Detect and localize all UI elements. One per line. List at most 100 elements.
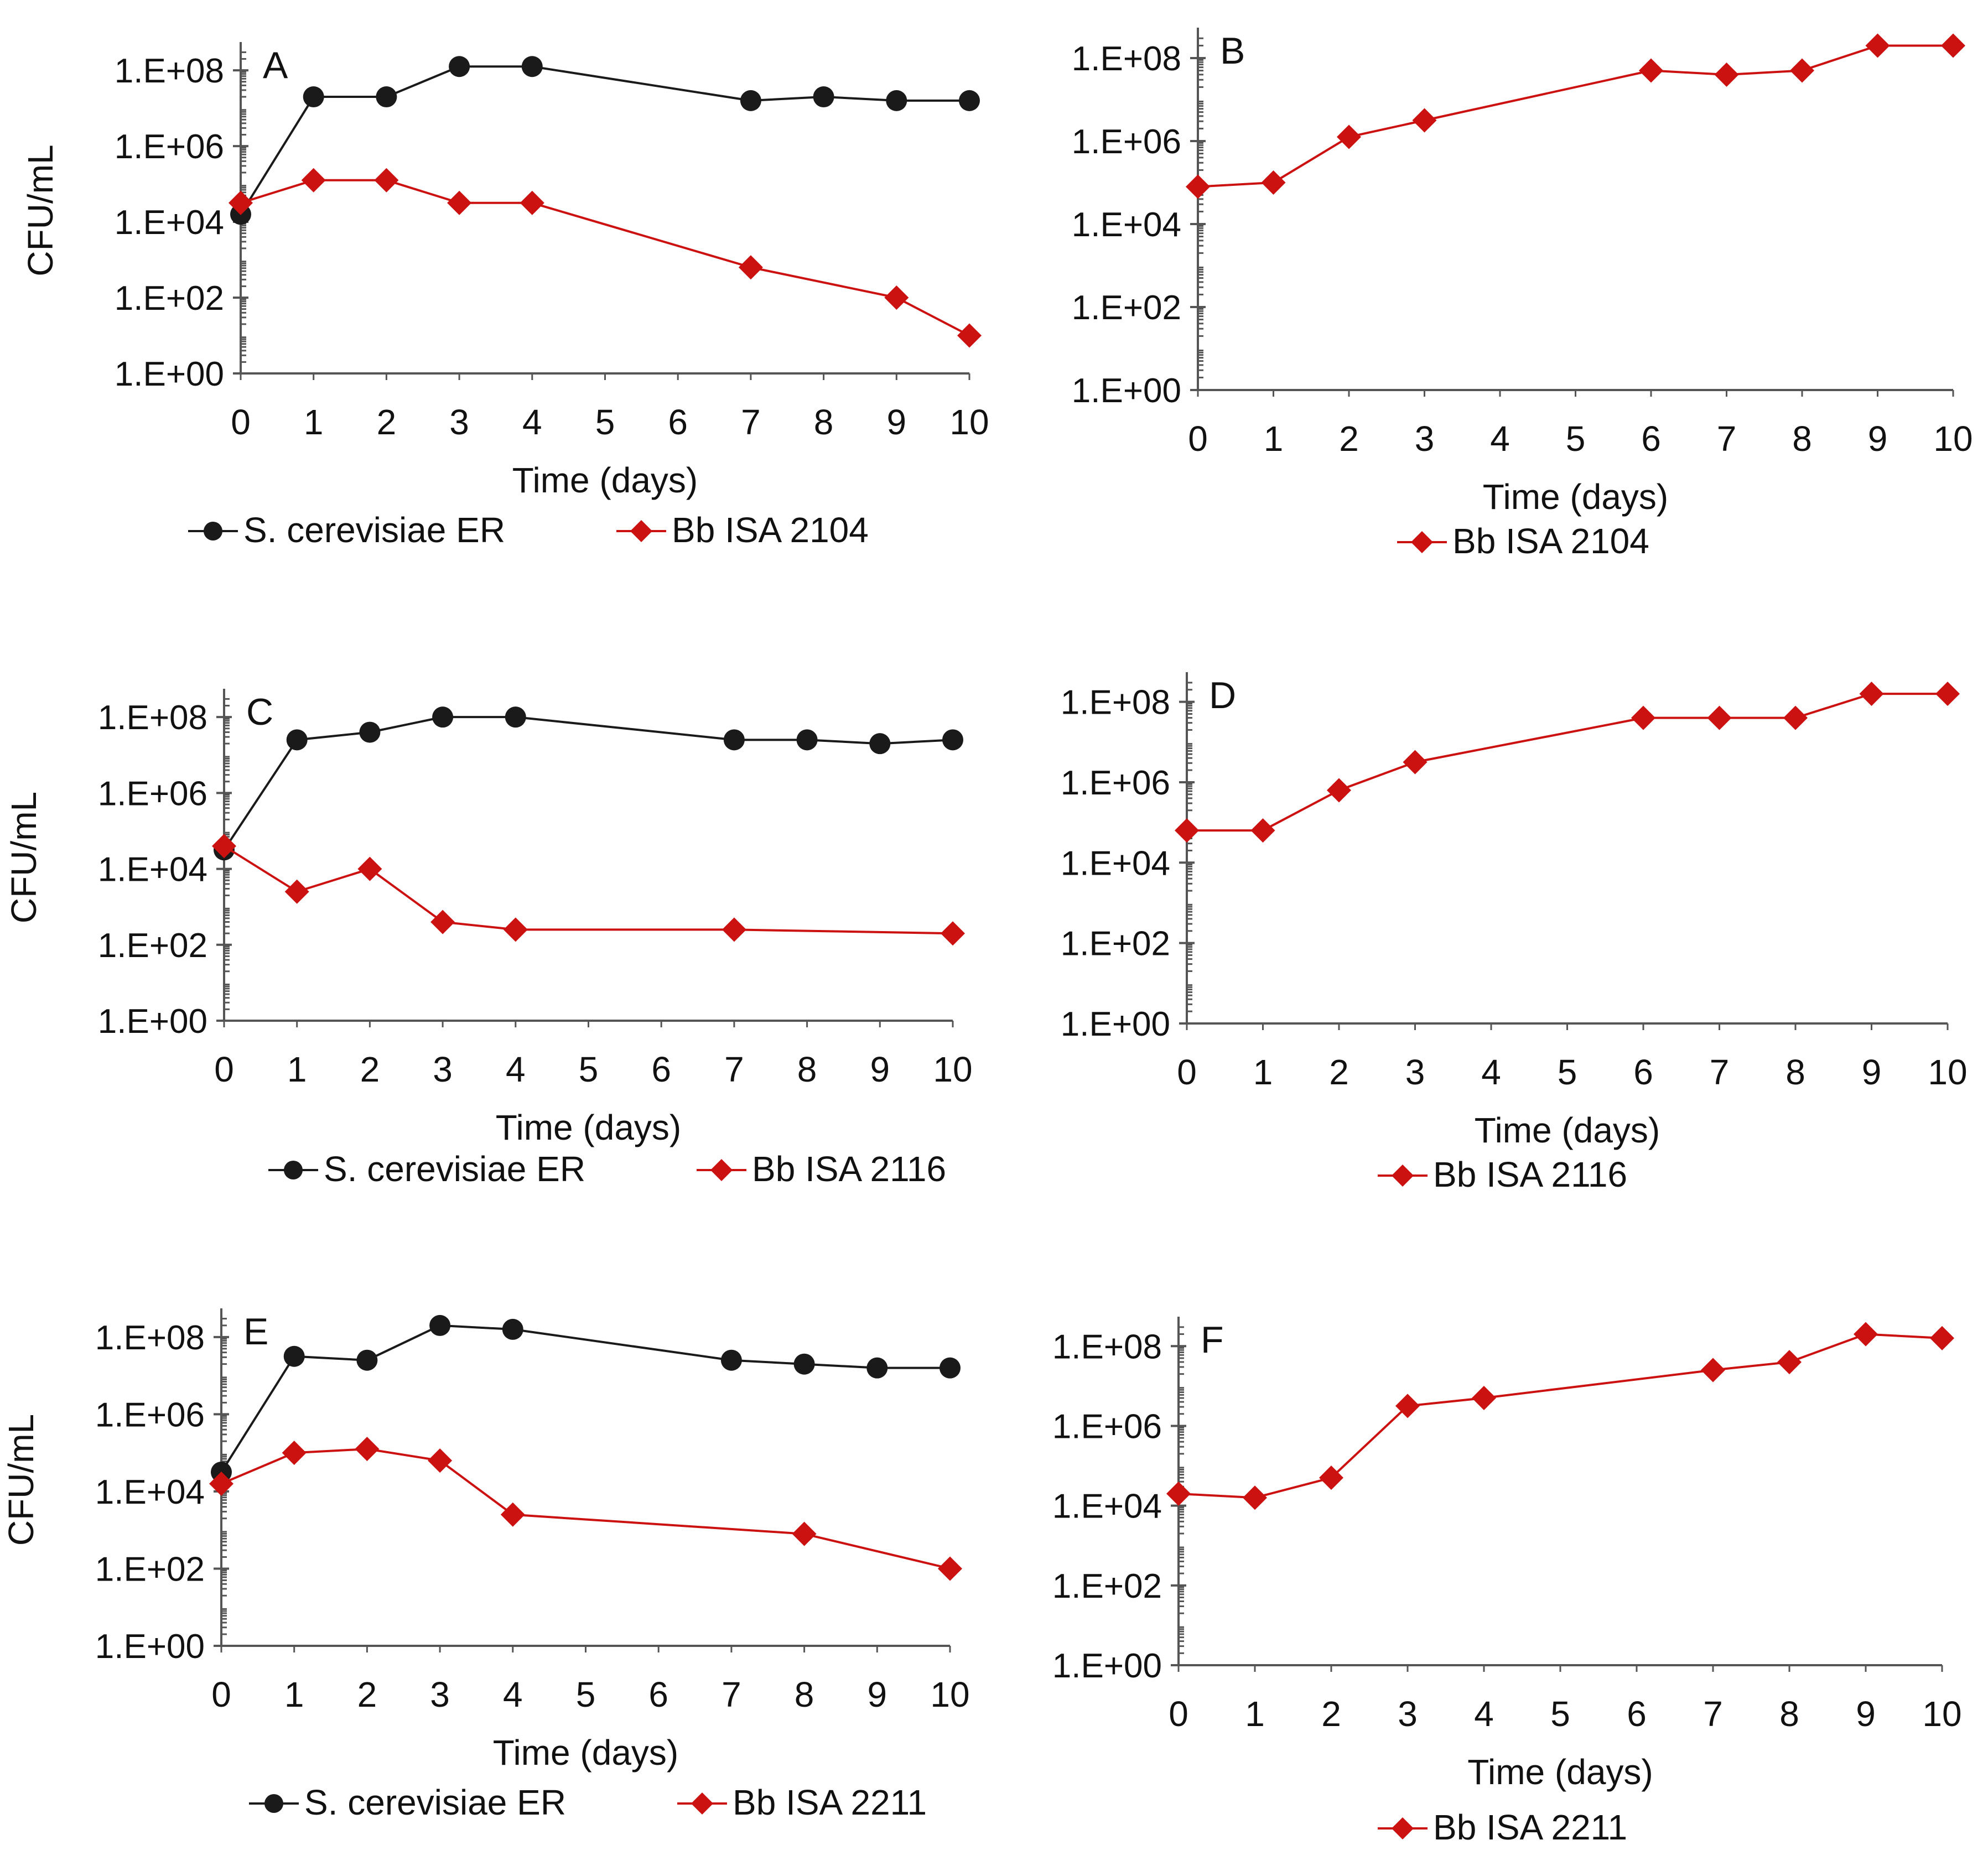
panel-letter: B [1220, 30, 1245, 72]
x-tick-label: 0 [1177, 1052, 1197, 1092]
data-point [521, 56, 543, 77]
x-tick-label: 5 [1566, 419, 1586, 459]
data-point [356, 1349, 378, 1371]
y-tick-label: 1.E+02 [1072, 289, 1181, 327]
panel-a: 1.E+00 1.E+02 1.E+04 1.E+06 1.E+08 0 1 2 3 4 5 6 7 8 9… [20, 42, 989, 550]
legend: S. cerevisiae ER Bb ISA 2104 [188, 510, 869, 550]
data-point [432, 706, 454, 728]
series-line [223, 845, 953, 935]
legend-marker [710, 1159, 733, 1181]
x-tick-label: 6 [651, 1049, 671, 1089]
data-point [1403, 750, 1428, 775]
y-tick-label: 1.E+04 [98, 851, 207, 889]
x-tick-label: 3 [1405, 1052, 1425, 1092]
data-point [1935, 682, 1960, 706]
data-point [1250, 818, 1275, 843]
data-point [503, 917, 528, 942]
x-tick-label: 9 [1856, 1694, 1876, 1734]
x-tick-label: 4 [503, 1675, 523, 1714]
x-tick-label: 1 [287, 1049, 307, 1089]
y-tick-label: 1.E+06 [115, 128, 224, 166]
panel-b: 1.E+00 1.E+02 1.E+04 1.E+06 1.E+08 0 1 2 3 4 5 6 7 8 9… [1072, 28, 1973, 561]
data-point [429, 1314, 451, 1336]
data-point [959, 90, 980, 111]
data-point [1701, 1358, 1725, 1383]
panel-c: 1.E+00 1.E+02 1.E+04 1.E+06 1.E+08 0 1 2 3 4 5 6 7 8 9… [4, 689, 973, 1189]
x-tick-label: 9 [887, 402, 907, 442]
legend-label: Bb ISA 2211 [733, 1782, 927, 1822]
x-tick-label: 9 [870, 1049, 890, 1089]
y-tick-label: 1.E+00 [1052, 1647, 1162, 1685]
x-tick-label: 7 [722, 1675, 741, 1714]
x-tick-label: 3 [1415, 419, 1435, 459]
data-point [357, 856, 382, 881]
data-point [376, 86, 397, 108]
data-point [1631, 705, 1655, 730]
data-point [1930, 1326, 1954, 1350]
x-tick-label: 1 [304, 402, 324, 442]
data-point [1243, 1485, 1267, 1510]
x-tick-label: 1 [1245, 1694, 1265, 1734]
y-tick-label: 1.E+00 [1072, 372, 1181, 410]
x-tick-label: 0 [1169, 1694, 1188, 1734]
x-axis-label: Time (days) [512, 460, 698, 500]
y-tick-label: 1.E+04 [1072, 206, 1181, 244]
data-point [1859, 682, 1884, 706]
data-point [283, 1345, 305, 1367]
series-line [1197, 44, 1953, 188]
y-tick-label: 1.E+08 [115, 52, 224, 90]
x-axis-label: Time (days) [1483, 477, 1668, 517]
x-tick-label: 0 [231, 402, 251, 442]
series-line [223, 716, 953, 851]
data-point [1412, 108, 1437, 133]
y-tick-label: 1.E+04 [1061, 844, 1170, 882]
x-tick-label: 3 [433, 1049, 453, 1089]
x-tick-label: 6 [1633, 1052, 1653, 1092]
data-point [374, 168, 399, 193]
x-tick-label: 2 [357, 1675, 377, 1714]
x-tick-label: 10 [933, 1049, 972, 1089]
data-point [1186, 174, 1210, 199]
legend-marker [264, 1794, 283, 1813]
legend-marker [284, 1161, 303, 1179]
x-tick-label: 10 [1922, 1694, 1961, 1734]
x-tick-label: 5 [579, 1049, 599, 1089]
x-tick-label: 10 [1928, 1052, 1967, 1092]
x-tick-label: 9 [1862, 1052, 1882, 1092]
legend-marker [204, 522, 222, 540]
data-point [793, 1353, 815, 1375]
y-tick-label: 1.E+06 [98, 775, 207, 813]
legend: Bb ISA 2211 [1378, 1807, 1627, 1847]
x-tick-label: 3 [1398, 1694, 1418, 1734]
y-tick-label: 1.E+08 [1052, 1328, 1162, 1366]
legend-marker [691, 1792, 713, 1815]
x-axis-label: Time (days) [1467, 1752, 1653, 1792]
data-point [1472, 1385, 1496, 1410]
x-tick-label: 4 [1490, 419, 1510, 459]
data-point [740, 90, 761, 111]
y-tick-label: 1.E+02 [95, 1550, 205, 1588]
x-tick-label: 7 [1710, 1052, 1730, 1092]
x-tick-label: 7 [1717, 419, 1737, 459]
data-point [449, 56, 470, 77]
data-point [209, 1471, 233, 1496]
legend-label: S. cerevisiae ER [243, 510, 505, 550]
data-point [1337, 124, 1361, 149]
data-point [355, 1437, 380, 1462]
legend-label: S. cerevisiae ER [304, 1782, 566, 1822]
panel-d: 1.E+00 1.E+02 1.E+04 1.E+06 1.E+08 0 1 2 3 4 5 6 7 8 9… [1061, 672, 1968, 1194]
x-tick-label: 5 [595, 402, 615, 442]
data-point [1714, 63, 1739, 87]
data-point [359, 721, 381, 743]
series-line [240, 179, 970, 337]
x-tick-label: 9 [868, 1675, 887, 1714]
legend-label: Bb ISA 2116 [1433, 1155, 1627, 1194]
data-point [430, 909, 455, 934]
series-line [240, 65, 969, 215]
x-tick-label: 8 [814, 402, 834, 442]
y-tick-label: 1.E+02 [115, 279, 224, 318]
y-tick-label: 1.E+06 [95, 1396, 205, 1434]
x-tick-label: 4 [1474, 1694, 1494, 1734]
data-point [505, 706, 526, 728]
